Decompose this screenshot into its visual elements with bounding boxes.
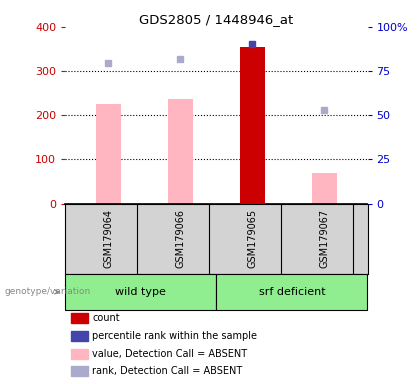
- Bar: [71, 349, 88, 359]
- Bar: [216, 274, 368, 310]
- Text: GSM179064: GSM179064: [103, 209, 113, 268]
- Text: rank, Detection Call = ABSENT: rank, Detection Call = ABSENT: [92, 366, 243, 376]
- Bar: [65, 274, 216, 310]
- Text: GSM179065: GSM179065: [247, 209, 257, 268]
- Title: GDS2805 / 1448946_at: GDS2805 / 1448946_at: [139, 13, 294, 26]
- Bar: [240, 47, 265, 204]
- Bar: [168, 99, 193, 204]
- Text: GSM179067: GSM179067: [319, 209, 329, 268]
- Text: count: count: [92, 313, 120, 323]
- Text: genotype/variation: genotype/variation: [4, 287, 90, 296]
- Text: value, Detection Call = ABSENT: value, Detection Call = ABSENT: [92, 349, 247, 359]
- Text: wild type: wild type: [115, 287, 166, 297]
- Text: srf deficient: srf deficient: [259, 287, 325, 297]
- Text: GSM179066: GSM179066: [175, 209, 185, 268]
- Text: percentile rank within the sample: percentile rank within the sample: [92, 331, 257, 341]
- Bar: [96, 104, 121, 204]
- Bar: [312, 173, 337, 204]
- Bar: [71, 313, 88, 323]
- Bar: [71, 331, 88, 341]
- Bar: [71, 366, 88, 376]
